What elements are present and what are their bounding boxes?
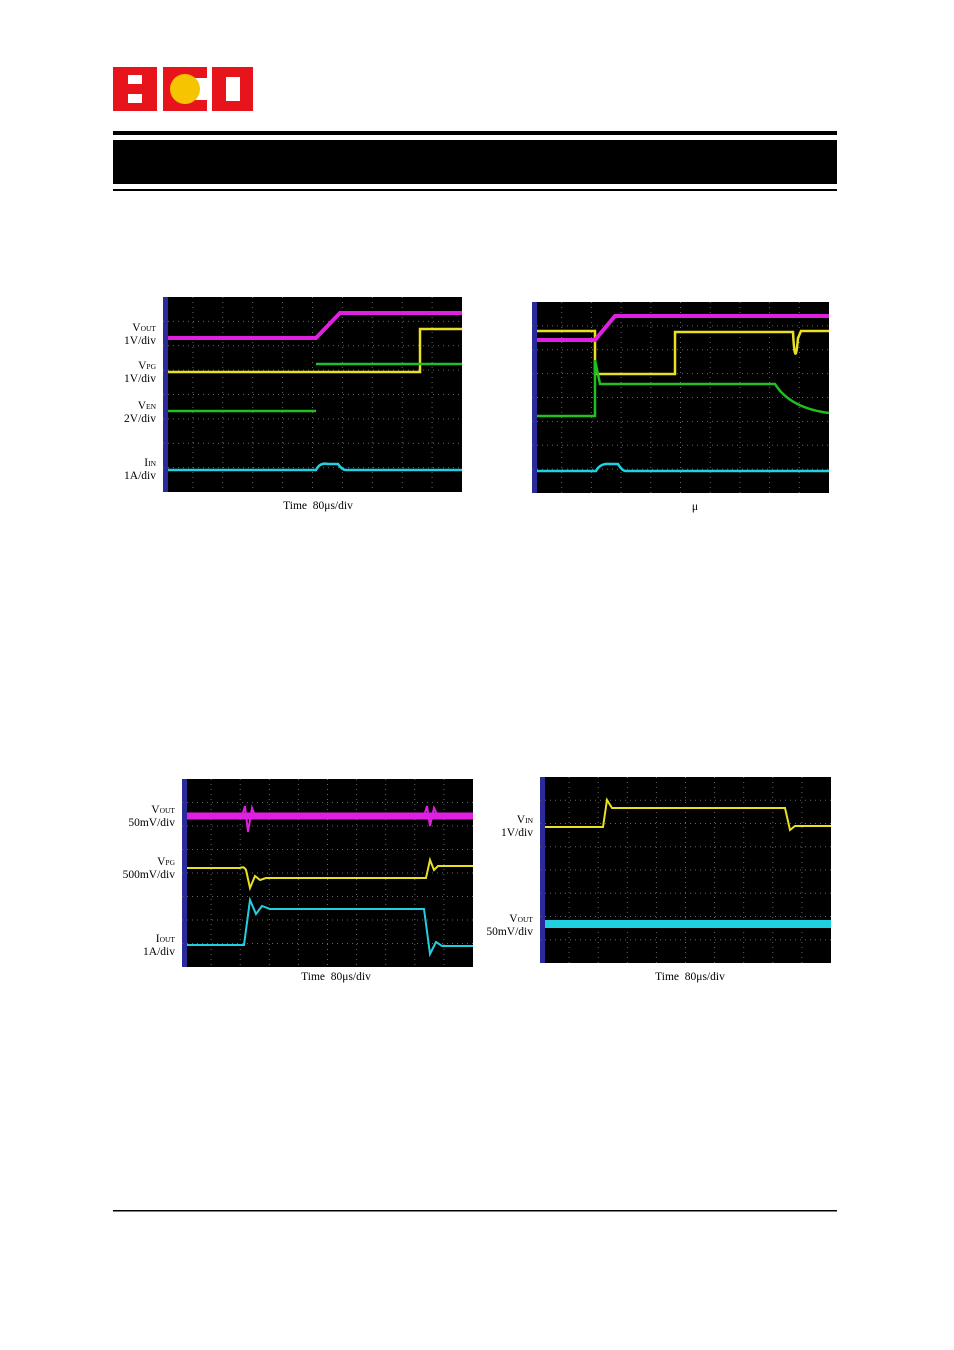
text: V xyxy=(516,814,526,826)
text: V xyxy=(138,360,147,372)
s: PG xyxy=(165,858,175,867)
text: 1A/div xyxy=(124,470,156,482)
scope-frame xyxy=(182,779,473,967)
rule xyxy=(113,189,837,191)
label-line: VOUT xyxy=(124,322,156,335)
text: 1V/div xyxy=(501,827,533,839)
label-line: VPG xyxy=(124,360,156,373)
logo xyxy=(113,67,253,111)
s: IN xyxy=(148,459,156,468)
text: V xyxy=(157,856,166,868)
text: V xyxy=(151,804,160,816)
scopes xyxy=(168,311,831,958)
scope-3 xyxy=(187,804,473,958)
text: 1V/div xyxy=(124,335,156,347)
s: OUT xyxy=(159,806,175,815)
s: OUT xyxy=(517,915,533,924)
caption: Time 80μs/div xyxy=(655,971,725,983)
scope-4 xyxy=(545,797,831,928)
caption: Time 80μs/div xyxy=(283,500,353,512)
label-line: IIN xyxy=(124,457,156,470)
trace-label: VPG 500mV/div xyxy=(123,856,175,882)
s: OUT xyxy=(159,935,175,944)
scope-1 xyxy=(168,311,462,472)
s: OUT xyxy=(140,324,156,333)
label-line: VEN xyxy=(124,400,156,413)
trace-label: VIN 1V/div xyxy=(501,814,533,840)
trace-label: VOUT 50mV/div xyxy=(486,913,533,939)
header-bar xyxy=(113,140,837,184)
scope-frame xyxy=(540,777,831,963)
text: V xyxy=(509,913,518,925)
text: 50mV/div xyxy=(128,817,175,829)
caption: Time 80μs/div xyxy=(301,971,371,983)
text: 2V/div xyxy=(124,413,156,425)
scope-frame xyxy=(532,302,829,493)
label-line: VPG xyxy=(123,856,175,869)
trace-label: VPG 1V/div xyxy=(124,360,156,386)
label-line: VOUT xyxy=(486,913,533,926)
rule xyxy=(113,1210,837,1212)
text: I xyxy=(155,933,160,945)
text: 500mV/div xyxy=(122,869,175,881)
text: V xyxy=(132,322,141,334)
caption: μ xyxy=(691,501,699,513)
rule xyxy=(113,131,837,135)
trace-label: VEN 2V/div xyxy=(124,400,156,426)
trace-label: IIN 1A/div xyxy=(124,457,156,483)
trace-label: VOUT 50mV/div xyxy=(128,804,175,830)
text: 1V/div xyxy=(124,373,156,385)
trace-label: IOUT 1A/div xyxy=(143,933,175,959)
text: I xyxy=(144,457,149,469)
label-line: IOUT xyxy=(143,933,175,946)
s: EN xyxy=(146,402,156,411)
text: 50mV/div xyxy=(486,926,533,938)
label-line: VOUT xyxy=(128,804,175,817)
text: 1A/div xyxy=(143,946,175,958)
s: PG xyxy=(146,362,156,371)
label-line: VIN xyxy=(501,814,533,827)
text: V xyxy=(137,400,146,412)
scope-frame xyxy=(163,297,462,492)
trace-label: VOUT 1V/div xyxy=(124,322,156,348)
s: IN xyxy=(525,816,533,825)
scope-2 xyxy=(537,314,830,473)
